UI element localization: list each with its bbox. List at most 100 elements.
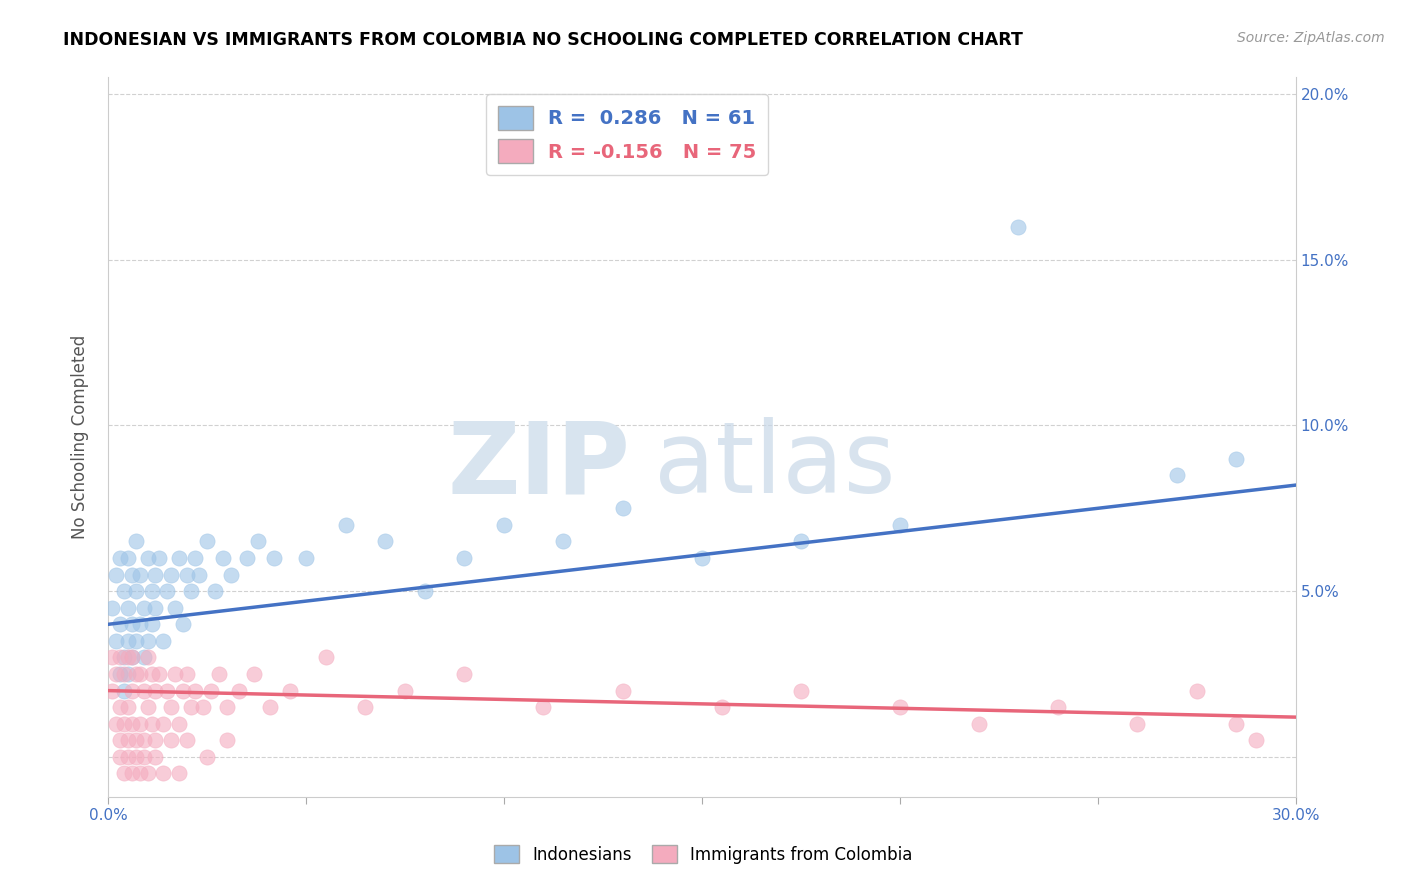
Point — [188, 567, 211, 582]
Point — [160, 567, 183, 582]
Point — [148, 551, 170, 566]
Point — [117, 667, 139, 681]
Point — [104, 716, 127, 731]
Point — [117, 633, 139, 648]
Point — [117, 600, 139, 615]
Text: Source: ZipAtlas.com: Source: ZipAtlas.com — [1237, 31, 1385, 45]
Point — [278, 683, 301, 698]
Point — [121, 650, 143, 665]
Point — [104, 633, 127, 648]
Point — [108, 733, 131, 747]
Point — [967, 716, 990, 731]
Point — [112, 650, 135, 665]
Point — [1166, 468, 1188, 483]
Point — [195, 534, 218, 549]
Point — [200, 683, 222, 698]
Point — [108, 650, 131, 665]
Point — [117, 650, 139, 665]
Point — [889, 517, 911, 532]
Point — [195, 750, 218, 764]
Point — [167, 716, 190, 731]
Point — [184, 551, 207, 566]
Point — [165, 667, 187, 681]
Point — [160, 733, 183, 747]
Point — [790, 534, 813, 549]
Legend: R =  0.286   N = 61, R = -0.156   N = 75: R = 0.286 N = 61, R = -0.156 N = 75 — [486, 95, 768, 175]
Text: ZIP: ZIP — [447, 417, 630, 515]
Point — [204, 584, 226, 599]
Point — [453, 551, 475, 566]
Point — [132, 683, 155, 698]
Legend: Indonesians, Immigrants from Colombia: Indonesians, Immigrants from Colombia — [486, 838, 920, 871]
Point — [211, 551, 233, 566]
Point — [160, 700, 183, 714]
Point — [612, 683, 634, 698]
Point — [121, 617, 143, 632]
Point — [295, 551, 318, 566]
Point — [141, 584, 163, 599]
Point — [219, 567, 242, 582]
Point — [259, 700, 281, 714]
Point — [1185, 683, 1208, 698]
Point — [121, 683, 143, 698]
Point — [180, 584, 202, 599]
Point — [145, 600, 167, 615]
Point — [453, 667, 475, 681]
Point — [108, 667, 131, 681]
Point — [132, 733, 155, 747]
Point — [121, 716, 143, 731]
Point — [108, 617, 131, 632]
Point — [104, 567, 127, 582]
Point — [125, 733, 148, 747]
Point — [132, 750, 155, 764]
Point — [125, 750, 148, 764]
Point — [167, 551, 190, 566]
Point — [176, 567, 198, 582]
Point — [1126, 716, 1149, 731]
Point — [1225, 716, 1247, 731]
Point — [108, 750, 131, 764]
Point — [413, 584, 436, 599]
Point — [1244, 733, 1267, 747]
Point — [125, 584, 148, 599]
Point — [889, 700, 911, 714]
Point — [141, 667, 163, 681]
Point — [1225, 451, 1247, 466]
Point — [492, 517, 515, 532]
Point — [145, 683, 167, 698]
Point — [235, 551, 257, 566]
Point — [152, 633, 174, 648]
Y-axis label: No Schooling Completed: No Schooling Completed — [72, 334, 89, 539]
Point — [104, 667, 127, 681]
Point — [247, 534, 270, 549]
Point — [243, 667, 266, 681]
Point — [128, 766, 150, 780]
Point — [172, 683, 194, 698]
Text: atlas: atlas — [654, 417, 896, 515]
Point — [128, 667, 150, 681]
Point — [215, 733, 238, 747]
Point — [165, 600, 187, 615]
Point — [128, 617, 150, 632]
Point — [172, 617, 194, 632]
Point — [101, 683, 124, 698]
Point — [315, 650, 337, 665]
Point — [128, 716, 150, 731]
Point — [117, 700, 139, 714]
Point — [354, 700, 377, 714]
Point — [533, 700, 555, 714]
Point — [176, 667, 198, 681]
Point — [108, 551, 131, 566]
Point — [553, 534, 575, 549]
Point — [1047, 700, 1070, 714]
Point — [132, 650, 155, 665]
Point — [141, 617, 163, 632]
Point — [101, 600, 124, 615]
Point — [145, 750, 167, 764]
Point — [167, 766, 190, 780]
Point — [228, 683, 250, 698]
Point — [125, 633, 148, 648]
Point — [112, 766, 135, 780]
Point — [156, 683, 179, 698]
Point — [156, 584, 179, 599]
